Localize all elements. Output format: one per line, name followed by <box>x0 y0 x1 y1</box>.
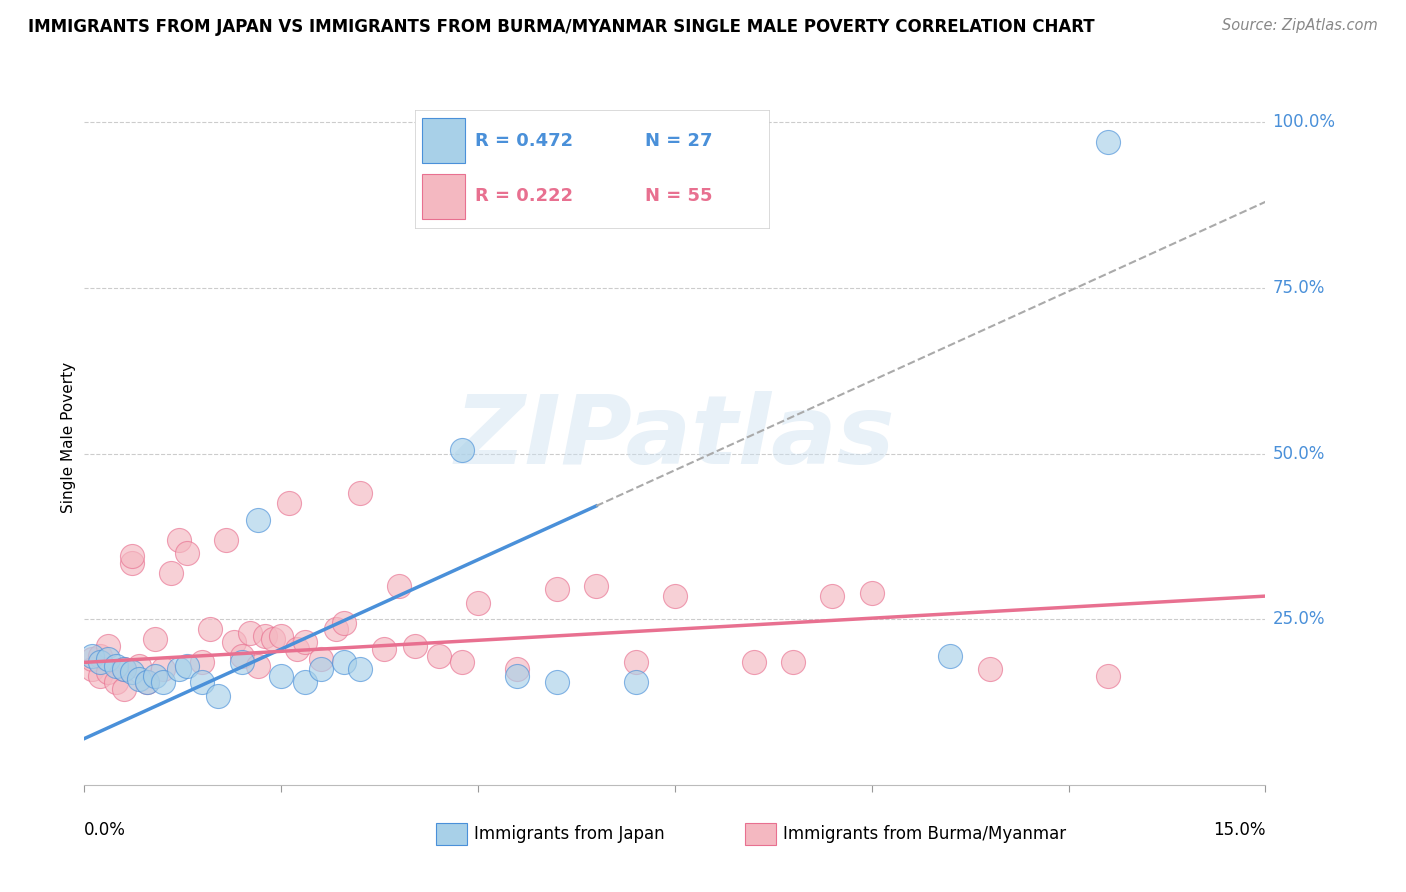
Point <box>546 582 568 597</box>
Point <box>349 662 371 676</box>
Point <box>82 662 104 676</box>
Point <box>821 589 844 603</box>
Point <box>112 681 135 696</box>
Point <box>373 642 395 657</box>
Point <box>1097 668 1119 682</box>
Point <box>97 639 120 653</box>
Point <box>349 486 371 500</box>
Point <box>89 668 111 682</box>
Point <box>231 648 253 663</box>
Point <box>585 579 607 593</box>
Point <box>254 629 277 643</box>
Point <box>309 652 332 666</box>
Point <box>388 579 411 593</box>
Point <box>231 656 253 670</box>
Point <box>121 549 143 564</box>
Point <box>309 662 332 676</box>
Point <box>97 652 120 666</box>
Point <box>121 556 143 570</box>
Point <box>207 689 229 703</box>
Text: 25.0%: 25.0% <box>1272 610 1324 628</box>
Point <box>152 675 174 690</box>
Point <box>742 656 765 670</box>
Point <box>546 675 568 690</box>
Point <box>285 642 308 657</box>
Point <box>506 668 529 682</box>
Point <box>104 675 127 690</box>
Point <box>200 622 222 636</box>
Point <box>624 656 647 670</box>
Point <box>278 496 301 510</box>
Point <box>404 639 426 653</box>
Text: 100.0%: 100.0% <box>1272 113 1336 131</box>
Point <box>451 443 474 458</box>
Text: 15.0%: 15.0% <box>1213 821 1265 838</box>
Text: 0.0%: 0.0% <box>84 821 127 838</box>
Point <box>167 662 190 676</box>
Point <box>427 648 450 663</box>
Point <box>451 656 474 670</box>
Point <box>152 662 174 676</box>
Point <box>176 658 198 673</box>
Point <box>246 658 269 673</box>
Point <box>1097 135 1119 149</box>
Point <box>325 622 347 636</box>
Text: Immigrants from Burma/Myanmar: Immigrants from Burma/Myanmar <box>783 825 1066 843</box>
Point <box>112 662 135 676</box>
Point <box>121 665 143 680</box>
Point <box>128 658 150 673</box>
Point <box>89 648 111 663</box>
Point <box>467 596 489 610</box>
Point <box>191 675 214 690</box>
Point <box>270 668 292 682</box>
Point <box>143 632 166 647</box>
Point <box>624 675 647 690</box>
Point <box>97 665 120 680</box>
Point <box>246 513 269 527</box>
Point <box>270 629 292 643</box>
Text: Source: ZipAtlas.com: Source: ZipAtlas.com <box>1222 18 1378 33</box>
Point <box>89 656 111 670</box>
Point <box>333 615 356 630</box>
Point <box>136 675 159 690</box>
Y-axis label: Single Male Poverty: Single Male Poverty <box>60 361 76 513</box>
Point <box>82 652 104 666</box>
Point <box>222 635 245 649</box>
Text: ZIPatlas: ZIPatlas <box>454 391 896 483</box>
Point <box>664 589 686 603</box>
Point <box>294 675 316 690</box>
Point <box>167 533 190 547</box>
Point <box>82 648 104 663</box>
Point <box>112 662 135 676</box>
Point <box>262 632 284 647</box>
Point <box>215 533 238 547</box>
Point <box>191 656 214 670</box>
Point <box>239 625 262 640</box>
Point <box>333 656 356 670</box>
Point <box>782 656 804 670</box>
Point <box>979 662 1001 676</box>
Text: 50.0%: 50.0% <box>1272 444 1324 463</box>
Point <box>160 566 183 580</box>
Point <box>136 675 159 690</box>
Point <box>860 586 883 600</box>
Point <box>294 635 316 649</box>
Point <box>104 658 127 673</box>
Text: 75.0%: 75.0% <box>1272 279 1324 297</box>
Point <box>939 648 962 663</box>
Text: IMMIGRANTS FROM JAPAN VS IMMIGRANTS FROM BURMA/MYANMAR SINGLE MALE POVERTY CORRE: IMMIGRANTS FROM JAPAN VS IMMIGRANTS FROM… <box>28 18 1095 36</box>
Point <box>506 662 529 676</box>
Text: Immigrants from Japan: Immigrants from Japan <box>474 825 665 843</box>
Point <box>128 672 150 686</box>
Point <box>143 668 166 682</box>
Point <box>176 546 198 560</box>
